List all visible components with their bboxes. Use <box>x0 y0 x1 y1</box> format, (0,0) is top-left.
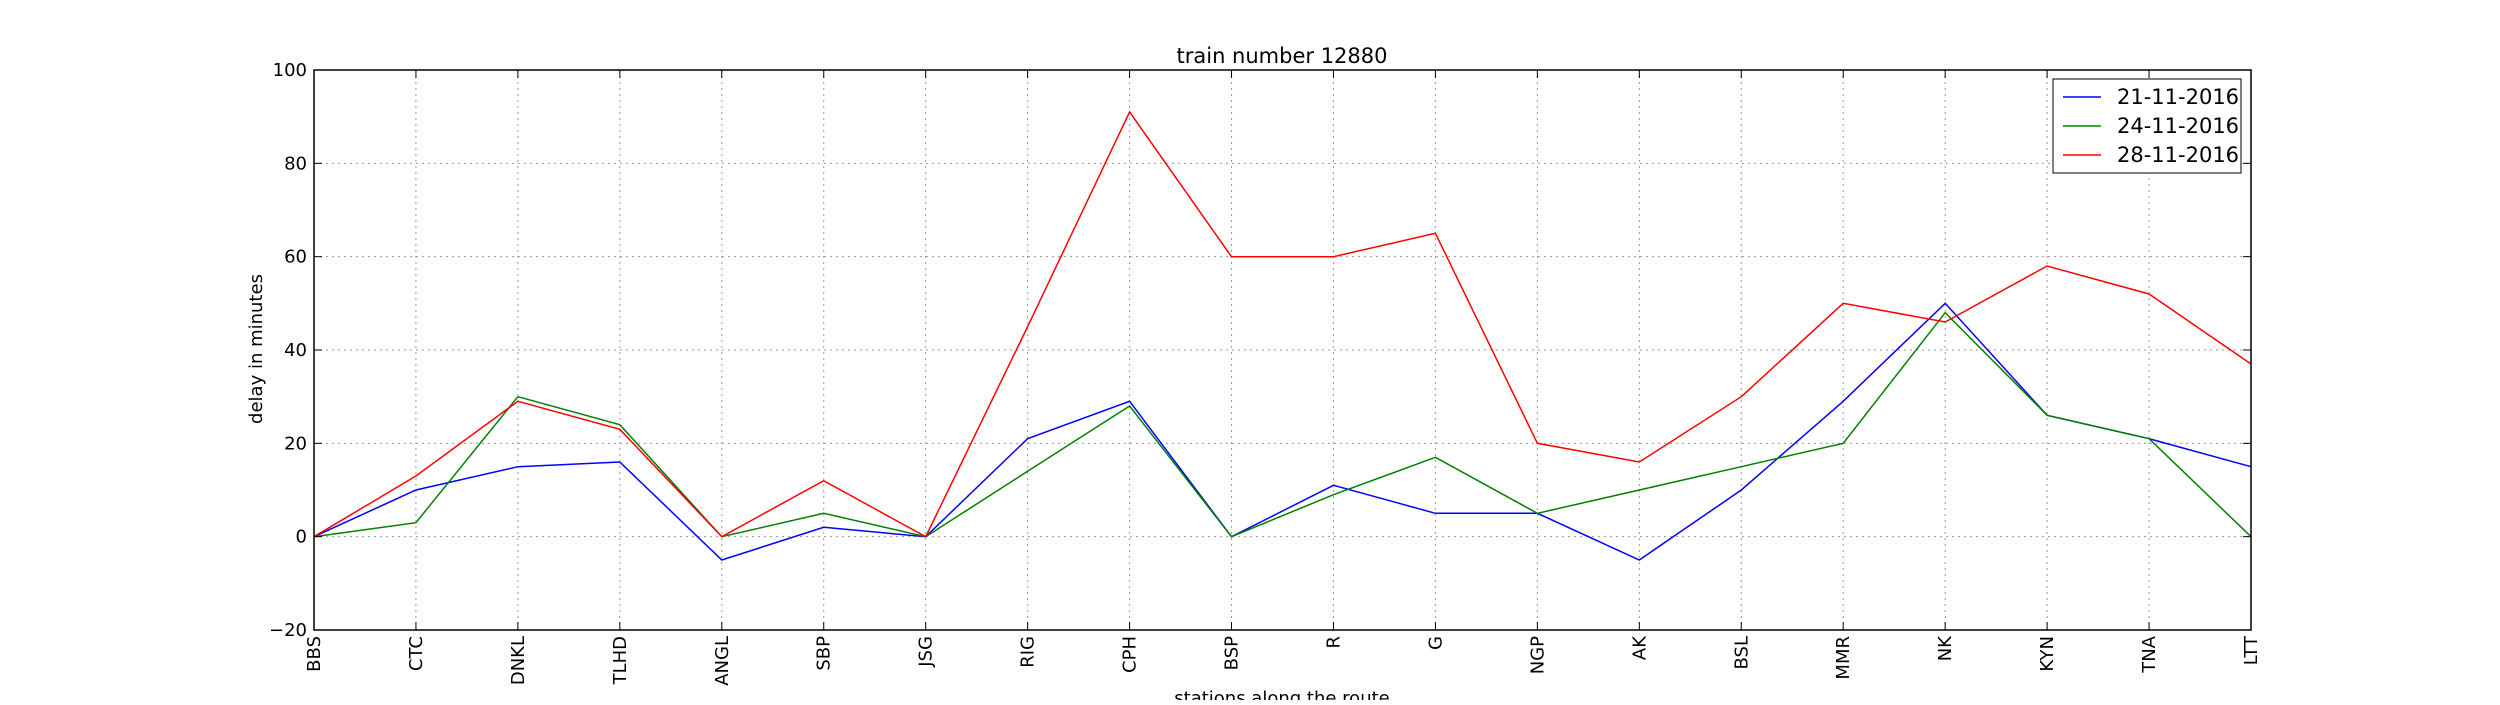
y-tick-label: 20 <box>284 433 307 454</box>
y-tick-label: 60 <box>284 247 307 268</box>
plot-frame <box>313 69 2252 631</box>
y-tick-label: 40 <box>284 340 307 361</box>
x-tick-label: BSL <box>1731 636 1752 670</box>
y-axis-label: delay in minutes <box>246 274 267 424</box>
y-tick-label: 100 <box>273 60 307 81</box>
x-tick-label: RIG <box>1018 636 1039 668</box>
x-tick-label: KYN <box>2037 636 2058 672</box>
x-tick-label: BSP <box>1222 636 1243 670</box>
x-tick-label: R <box>1323 636 1344 649</box>
x-tick-label: TLHD <box>610 636 631 685</box>
x-tick-label: DNKL <box>508 636 529 685</box>
legend: 21-11-2016 24-11-2016 28-11-2016 <box>2052 78 2242 174</box>
x-tick-label: CTC <box>406 636 427 671</box>
series-line <box>313 302 2252 561</box>
legend-label: 28-11-2016 <box>2117 143 2239 167</box>
x-axis-label: stations along the route <box>1174 688 1389 700</box>
x-tick-label: TNA <box>2139 635 2160 673</box>
x-tick-label: NK <box>1935 635 1956 661</box>
x-tick-label: BBS <box>304 636 325 672</box>
chart-title: train number 12880 <box>1177 44 1388 68</box>
x-tick-label: SBP <box>814 636 835 671</box>
x-tick-label: AK <box>1629 635 1650 660</box>
y-tick-label: 80 <box>284 153 307 174</box>
x-tick-label: NGP <box>1527 636 1548 674</box>
x-tick-label: CPH <box>1120 636 1141 673</box>
y-tick-label: 0 <box>296 527 307 548</box>
series-lines <box>313 110 2252 561</box>
x-tick-label: G <box>1425 636 1446 650</box>
y-tick-label: −20 <box>269 620 307 641</box>
x-tick-label: LTT <box>2241 635 2262 665</box>
x-ticks: BBS CTC DNKL TLHD ANGL SBP JSG RIG CPH BSP R G NGP AK… <box>304 70 2262 686</box>
grid <box>313 69 2252 631</box>
x-tick-label: JSG <box>916 636 937 668</box>
series-line <box>313 110 2252 538</box>
x-tick-label: MMR <box>1833 636 1854 680</box>
x-tick-label: ANGL <box>712 636 733 686</box>
legend-label: 21-11-2016 <box>2117 85 2239 109</box>
y-ticks: −20 0 20 40 60 80 100 <box>269 60 2251 641</box>
legend-label: 24-11-2016 <box>2117 114 2239 138</box>
series-line <box>313 311 2252 538</box>
